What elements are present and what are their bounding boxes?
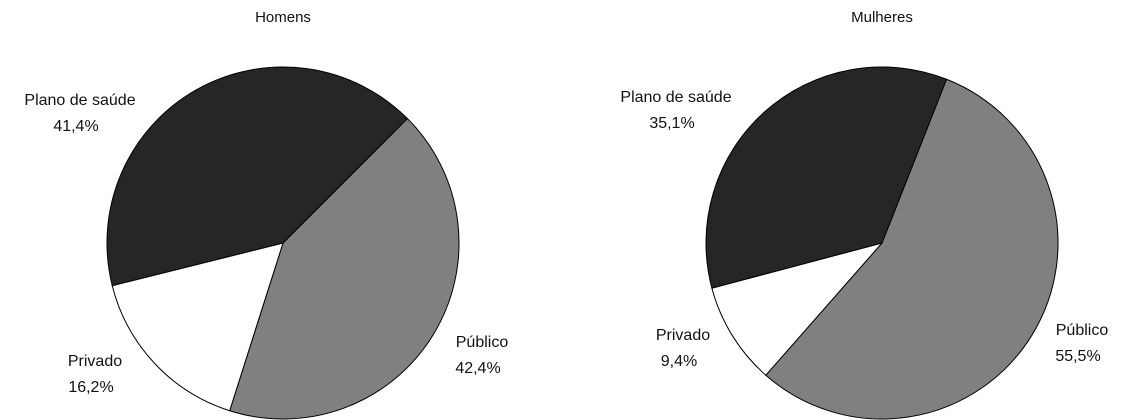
pie-slice (229, 117, 460, 420)
pie-slice (711, 242, 884, 376)
pie-slice (765, 78, 1059, 420)
slice-value-label: 42,4% (455, 360, 500, 377)
slice-value-label: 35,1% (649, 115, 694, 132)
slice-label: Público (1056, 322, 1109, 339)
slice-label: Plano de saúde (24, 92, 135, 109)
slice-value-label: 16,2% (68, 379, 113, 396)
chart-title: Mulheres (851, 9, 913, 26)
slice-value-label: 9,4% (661, 353, 697, 370)
pie-slice (705, 66, 948, 289)
chart-title: Homens (255, 9, 311, 26)
pie-slice (111, 242, 284, 412)
slice-value-label: 41,4% (53, 118, 98, 135)
slice-label: Plano de saúde (620, 89, 731, 106)
slice-label: Privado (656, 327, 710, 344)
slice-value-label: 55,5% (1055, 348, 1100, 365)
pie-slice (106, 66, 409, 287)
slice-label: Privado (68, 353, 122, 370)
slice-label: Público (456, 334, 509, 351)
